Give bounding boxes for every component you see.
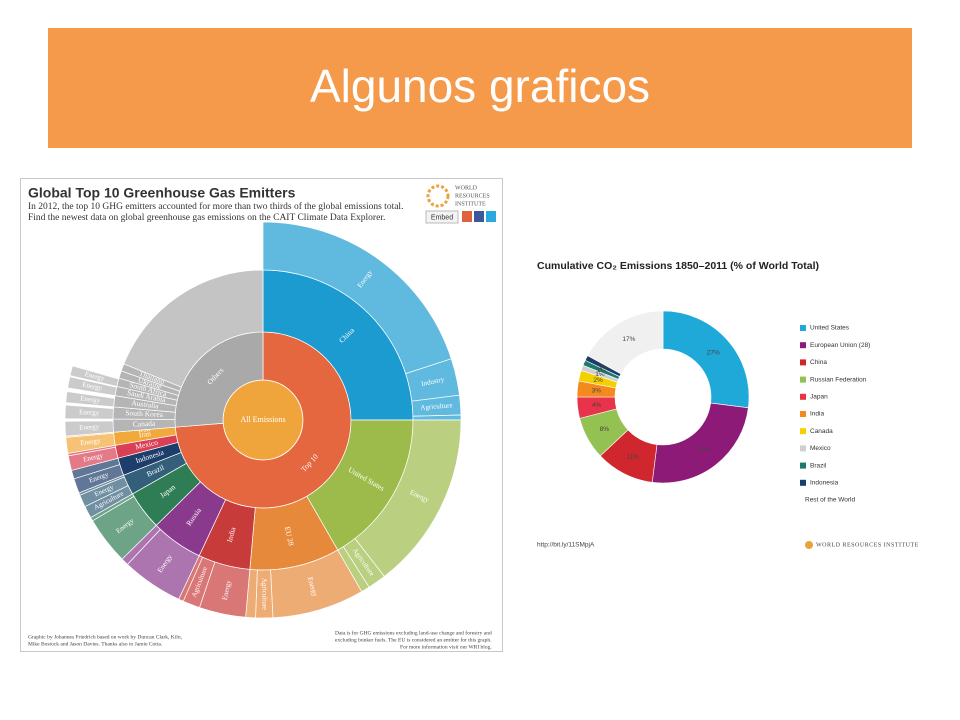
note: Mike Bostock and Jason Davies. Thanks al… <box>28 641 163 647</box>
donut-value-label: 11% <box>626 453 639 460</box>
note: Data is for GHG emissions excluding land… <box>335 629 492 636</box>
note: Graphic by Johannes Friedrich based on w… <box>28 634 183 640</box>
sunburst-label: All Emissions <box>240 415 285 424</box>
sunburst-label: EU 28 <box>283 526 296 547</box>
sunburst-label: Energy <box>80 437 101 448</box>
embed-button[interactable] <box>425 210 459 224</box>
legend-swatch <box>800 428 806 435</box>
legend-label: United States <box>810 325 850 332</box>
sunburst-label: India <box>225 525 238 543</box>
logo-icon <box>426 184 450 208</box>
share-icon[interactable] <box>474 211 484 222</box>
sunburst-label: Agriculture <box>420 401 453 411</box>
donut-source: http://bit.ly/11SMpjA <box>537 542 595 549</box>
share-icon[interactable] <box>486 211 496 222</box>
donut-value-label: 17% <box>622 336 635 343</box>
legend-label: Rest of the World <box>805 497 855 504</box>
slide-title: Algunos graficos <box>310 60 650 112</box>
logo-text: WORLD <box>455 185 478 191</box>
donut-value-label: 1% <box>597 367 607 374</box>
sunburst-label: South Korea <box>125 408 164 419</box>
legend-label: European Union (28) <box>810 342 870 349</box>
legend-swatch <box>800 411 806 417</box>
legend-swatch <box>800 376 806 383</box>
legend-label: Russian Federation <box>810 376 867 383</box>
legend-swatch <box>800 325 806 331</box>
donut-value-label: 1% <box>595 371 605 378</box>
sunburst-label: Energy <box>79 408 100 417</box>
donut-value-label: 3% <box>592 387 602 394</box>
sunburst-segment <box>65 391 115 408</box>
logo-text: RESOURCES <box>455 193 490 199</box>
logo-text: INSTITUTE <box>455 201 486 207</box>
legend-swatch <box>800 479 806 486</box>
legend-swatch <box>800 342 806 349</box>
sunburst-label: Energy <box>82 381 104 393</box>
legend-label: Indonesia <box>810 480 839 487</box>
sunburst-subtitle: In 2012, the top 10 GHG emitters account… <box>28 201 403 212</box>
legend-label: China <box>810 359 827 366</box>
donut-value-label: 25% <box>698 447 711 454</box>
donut-logo: WORLD RESOURCES INSTITUTE <box>816 542 919 548</box>
donut-value-label: 4% <box>592 402 602 409</box>
sunburst-segment <box>64 420 114 437</box>
donut-segment <box>587 310 664 375</box>
logo-icon <box>805 541 813 549</box>
legend-swatch <box>800 462 806 469</box>
sunburst-segment <box>412 414 462 421</box>
legend-label: Canada <box>810 428 833 435</box>
legend-label: India <box>810 411 824 418</box>
donut-value-label: 27% <box>707 349 720 356</box>
legend-swatch <box>800 445 806 452</box>
legend-swatch <box>800 359 806 366</box>
donut-value-label: 1% <box>599 363 609 370</box>
sunburst-subtitle: Find the newest data on global greenhous… <box>28 213 385 223</box>
wri-logo: WORLD RESOURCES INSTITUTE <box>426 184 490 208</box>
donut: 27% United States 25% European Union (28) 11… <box>576 310 870 504</box>
sunburst-segment <box>69 365 120 387</box>
donut-title: Cumulative CO₂ Emissions 1850–2011 (% of… <box>537 260 819 272</box>
sunburst-label: Agriculture <box>260 578 268 610</box>
embed-label[interactable]: Embed <box>431 214 453 221</box>
sunburst-segment <box>64 404 114 420</box>
sunburst-label: Energy <box>79 423 100 432</box>
legend-label: Mexico <box>810 445 831 452</box>
legend-label: Brazil <box>810 462 827 469</box>
note: excluding bunker fuels. The EU is consid… <box>335 636 492 643</box>
sunburst-title: Global Top 10 Greenhouse Gas Emitters <box>28 185 296 201</box>
donut-value-label: 2% <box>593 377 603 384</box>
title-banner <box>48 28 912 148</box>
note: For more information visit our WRI blog. <box>400 643 492 650</box>
sunburst-segment <box>123 269 264 388</box>
sunburst-label: Iran <box>138 429 151 439</box>
donut-value-label: 8% <box>600 426 610 433</box>
sunburst-segment <box>67 376 118 397</box>
legend-label: Japan <box>810 394 828 401</box>
legend-swatch <box>800 393 806 400</box>
share-icon[interactable] <box>462 211 472 222</box>
sunburst-label: Canada <box>133 419 156 429</box>
sunburst-label: Energy <box>80 394 101 404</box>
